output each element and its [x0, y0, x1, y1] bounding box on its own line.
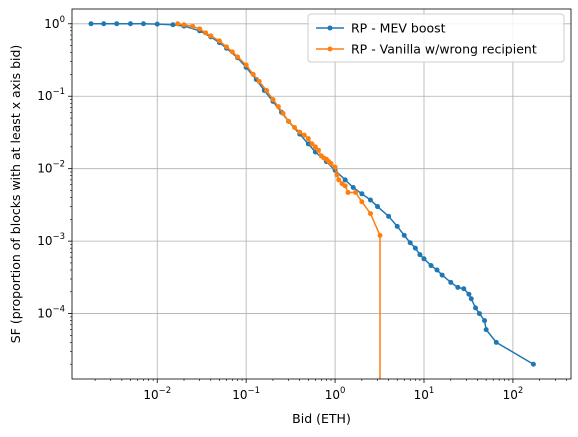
data-point-vanilla: [256, 78, 262, 84]
x-tick-label: 100: [325, 386, 346, 402]
data-point-mev-boost: [466, 291, 472, 297]
data-point-mev-boost: [305, 141, 311, 147]
data-point-vanilla: [190, 23, 196, 29]
data-point-vanilla: [270, 97, 276, 103]
data-point-vanilla: [175, 21, 181, 27]
data-point-mev-boost: [428, 263, 434, 269]
data-point-mev-boost: [359, 191, 365, 197]
data-point-vanilla: [359, 199, 365, 205]
data-point-mev-boost: [417, 252, 423, 258]
data-point-vanilla: [312, 144, 318, 150]
x-tick-label: 10−2: [143, 386, 171, 402]
data-point-mev-boost: [140, 21, 146, 27]
legend-box: [307, 13, 565, 63]
data-point-vanilla: [229, 49, 235, 55]
data-point-mev-boost: [434, 267, 440, 273]
data-point-vanilla: [353, 189, 359, 195]
x-tick-label: 10−1: [232, 386, 260, 402]
data-point-mev-boost: [448, 279, 454, 285]
data-point-mev-boost: [421, 256, 427, 262]
data-point-mev-boost: [401, 232, 407, 238]
data-point-mev-boost: [342, 177, 348, 183]
data-point-mev-boost: [482, 318, 488, 324]
x-tick-label: 102: [503, 386, 524, 402]
data-point-mev-boost: [468, 296, 474, 302]
x-axis-label: Bid (ETH): [292, 411, 351, 426]
data-point-vanilla: [292, 125, 298, 131]
data-point-mev-boost: [439, 272, 445, 278]
data-point-mev-boost: [394, 223, 400, 229]
data-point-vanilla: [328, 160, 334, 166]
data-point-vanilla: [208, 33, 214, 39]
data-point-vanilla: [342, 183, 348, 189]
data-point-vanilla: [223, 44, 229, 50]
data-point-vanilla: [336, 177, 342, 183]
data-point-mev-boost: [127, 21, 133, 27]
data-point-vanilla: [286, 118, 292, 124]
data-point-mev-boost: [461, 286, 467, 292]
data-point-mev-boost: [114, 21, 120, 27]
data-point-vanilla: [332, 164, 338, 170]
data-point-vanilla: [264, 88, 270, 93]
series-layer: [88, 21, 536, 379]
data-point-vanilla: [309, 141, 315, 147]
legend-label-mev-boost: RP - MEV boost: [351, 21, 446, 36]
data-point-vanilla: [216, 38, 222, 44]
legend: RP - MEV boost RP - Vanilla w/wrong reci…: [307, 13, 565, 63]
data-point-vanilla: [181, 22, 187, 28]
y-tick-label: 10−2: [37, 160, 65, 176]
legend-marker-mev-boost: [327, 25, 333, 31]
data-point-mev-boost: [412, 245, 418, 251]
data-point-mev-boost: [350, 184, 356, 190]
data-point-vanilla: [301, 132, 307, 138]
data-point-vanilla: [203, 30, 209, 36]
data-point-vanilla: [367, 211, 373, 217]
data-point-vanilla: [345, 189, 351, 195]
data-point-vanilla: [197, 26, 203, 32]
y-tick-label: 10−1: [37, 87, 65, 103]
data-point-vanilla: [280, 110, 286, 116]
data-point-mev-boost: [476, 311, 482, 317]
legend-marker-vanilla: [327, 46, 333, 52]
y-tick-label: 100: [44, 15, 65, 31]
data-point-mev-boost: [473, 305, 479, 311]
legend-label-vanilla: RP - Vanilla w/wrong recipient: [351, 42, 537, 57]
data-point-mev-boost: [170, 22, 176, 28]
data-point-vanilla: [334, 172, 340, 178]
x-tick-label: 101: [414, 386, 435, 402]
data-point-mev-boost: [455, 284, 461, 290]
y-axis-label: SF (proportion of blocks with at least x…: [8, 45, 23, 344]
data-point-mev-boost: [88, 21, 94, 27]
data-point-mev-boost: [386, 213, 392, 219]
data-point-mev-boost: [493, 339, 499, 345]
data-point-vanilla: [305, 136, 311, 142]
data-point-vanilla: [297, 129, 303, 135]
data-point-mev-boost: [375, 204, 380, 210]
data-point-mev-boost: [483, 327, 489, 333]
data-point-mev-boost: [407, 240, 413, 246]
ticks: 10−2 10−1 100 101 102 100 10−1 10−2 10−3 10−4: [37, 15, 567, 402]
data-point-vanilla: [250, 71, 256, 77]
data-point-mev-boost: [530, 361, 536, 367]
data-point-mev-boost: [367, 197, 373, 203]
y-tick-label: 10−4: [37, 305, 65, 321]
y-tick-label: 10−3: [37, 232, 65, 248]
data-point-vanilla: [235, 54, 241, 60]
data-point-mev-boost: [154, 21, 160, 27]
data-point-mev-boost: [101, 21, 107, 27]
data-point-vanilla: [243, 62, 249, 68]
data-point-vanilla: [377, 232, 383, 238]
data-point-vanilla: [275, 104, 281, 110]
data-point-vanilla: [315, 147, 321, 153]
